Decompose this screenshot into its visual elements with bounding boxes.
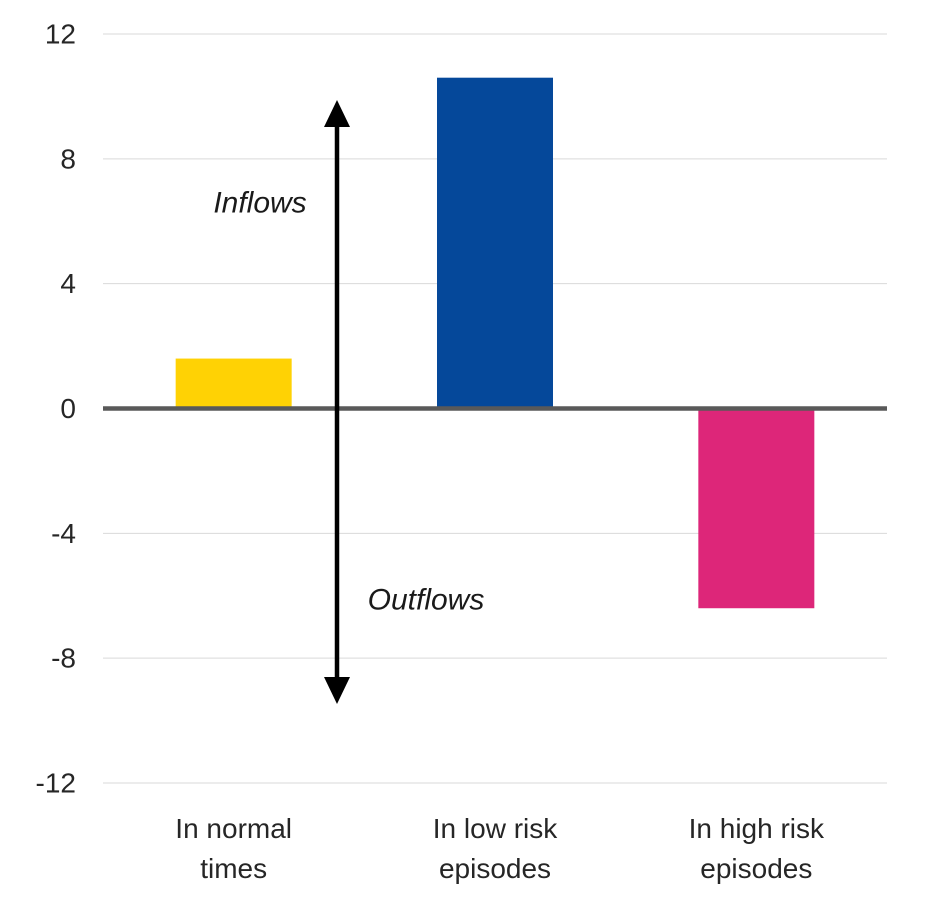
category-label-in-high-risk-episodes-line2: episodes [700, 853, 812, 884]
bar-in-high-risk-episodes [698, 408, 815, 609]
category-label-in-low-risk-episodes-line2: episodes [439, 853, 551, 884]
category-label-in-high-risk-episodes-line1: In high risk [689, 813, 825, 844]
y-tick-label-8: 8 [60, 143, 76, 174]
outflows-label: Outflows [368, 584, 485, 617]
flow-direction-arrow-down-head [324, 677, 350, 704]
bar-in-low-risk-episodes [437, 77, 553, 409]
category-label-in-low-risk-episodes-line1: In low risk [433, 813, 558, 844]
inflows-label: Inflows [213, 187, 306, 220]
bar-in-normal-times [175, 358, 292, 409]
y-tick-label-4: 4 [60, 268, 76, 299]
flow-direction-arrow-up-head [324, 100, 350, 127]
y-tick-label-0: 0 [60, 393, 76, 424]
y-tick-label-12: 12 [45, 19, 76, 50]
category-label-in-normal-times-line1: In normal [175, 813, 292, 844]
y-tick-label--12: -12 [36, 768, 76, 799]
y-tick-label--4: -4 [51, 518, 76, 549]
category-label-in-normal-times-line2: times [200, 853, 267, 884]
y-tick-label--8: -8 [51, 643, 76, 674]
